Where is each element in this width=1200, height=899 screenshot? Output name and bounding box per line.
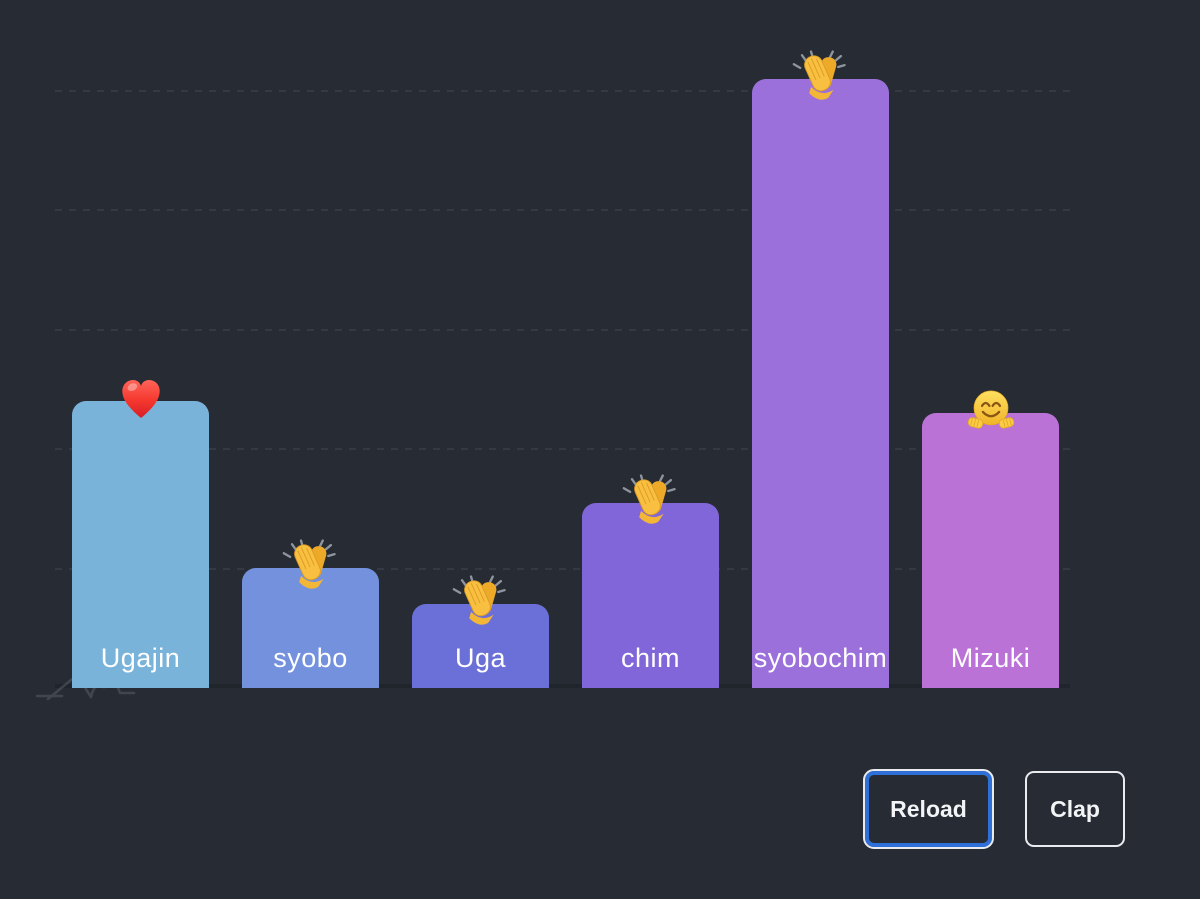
bar-label: syobochim — [753, 643, 888, 673]
bar-chart: Ugajin syobo Uga chim syobochim Mizuki — [55, 0, 1070, 688]
red-heart-icon — [118, 377, 164, 423]
gridline — [55, 209, 1070, 211]
gridline — [55, 448, 1070, 450]
reload-button[interactable]: Reload — [863, 769, 994, 849]
bar-syobo: syobo — [242, 568, 379, 688]
clap-icon — [452, 574, 510, 632]
bar-label: Uga — [454, 643, 507, 673]
bar-syobochim: syobochim — [752, 79, 889, 688]
bar-chim: chim — [582, 503, 719, 688]
gridline — [55, 89, 1070, 92]
x-axis-baseline — [55, 684, 1070, 688]
bar-label: chim — [620, 643, 680, 673]
bar-uga: Uga — [412, 604, 549, 688]
clap-icon — [792, 49, 850, 107]
clap-icon — [622, 473, 680, 531]
bar-label: Ugajin — [100, 643, 181, 673]
bar-label: Mizuki — [950, 643, 1031, 673]
bar-label: syobo — [273, 643, 348, 673]
hugging-face-icon — [965, 386, 1017, 438]
gridline — [55, 567, 1070, 570]
clap-button[interactable]: Clap — [1025, 771, 1125, 847]
bar-mizuki: Mizuki — [922, 413, 1059, 688]
bar-ugajin: Ugajin — [72, 401, 209, 688]
gridline — [55, 328, 1070, 331]
